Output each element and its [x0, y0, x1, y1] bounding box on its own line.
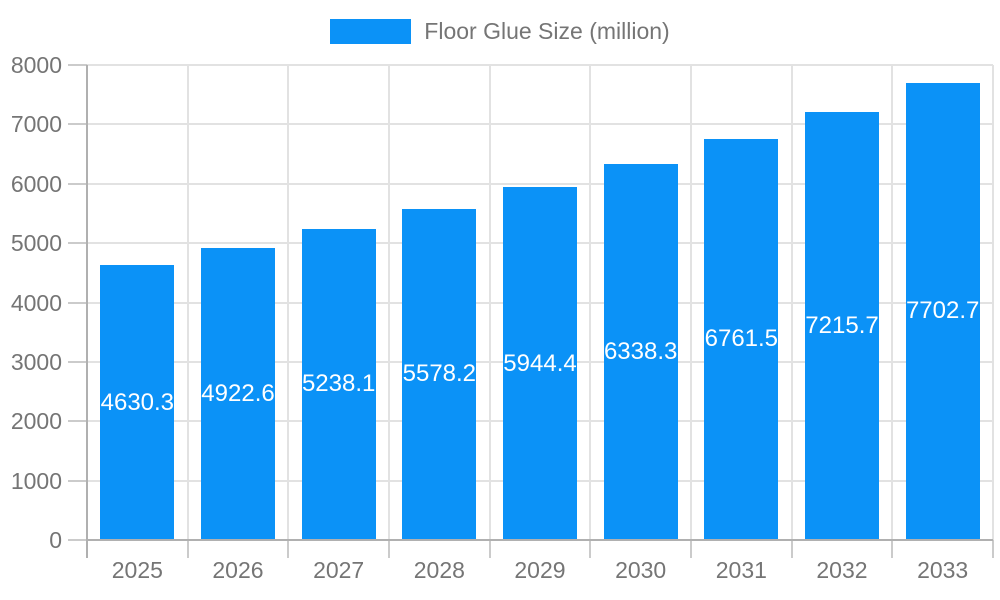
bar[interactable]	[503, 187, 577, 540]
y-tick-mark	[68, 360, 87, 363]
y-tick-label: 1000	[10, 467, 62, 494]
bar[interactable]	[805, 111, 879, 540]
bar[interactable]	[301, 228, 376, 540]
x-tick-mark	[790, 540, 793, 558]
bar-value-label: 6338.3	[603, 337, 678, 365]
legend-swatch	[330, 19, 412, 44]
bar-value-label: 5578.2	[402, 360, 477, 388]
grid-line-v	[992, 65, 994, 540]
y-tick-label: 0	[49, 527, 62, 553]
x-tick-label: 2028	[413, 557, 465, 583]
y-tick-mark	[68, 301, 87, 304]
bar[interactable]	[402, 208, 477, 540]
bar[interactable]	[704, 138, 779, 540]
grid-line-h	[87, 182, 993, 185]
y-tick-mark	[68, 64, 87, 66]
grid-line-v	[287, 65, 290, 540]
x-tick-label: 2033	[917, 557, 969, 583]
bar-value-label: 6761.5	[704, 325, 779, 353]
y-tick-label: 4000	[10, 289, 62, 316]
x-tick-label: 2026	[212, 557, 264, 583]
bar-value-label: 4630.3	[100, 388, 175, 416]
legend[interactable]: Floor Glue Size (million)	[0, 19, 1000, 44]
x-tick-mark	[690, 540, 692, 558]
grid-line-v	[589, 65, 592, 540]
x-tick-label: 2029	[514, 557, 566, 583]
x-tick-mark	[388, 540, 390, 558]
grid-line-v	[186, 65, 189, 540]
bar[interactable]	[201, 247, 275, 540]
y-tick-label: 7000	[10, 111, 62, 138]
grid-line-v	[388, 65, 390, 540]
grid-line-v	[488, 65, 491, 540]
grid-line-h	[87, 64, 993, 66]
grid-line-v	[690, 65, 692, 540]
y-tick-label: 6000	[10, 170, 62, 197]
bar-value-label: 5238.1	[301, 370, 376, 398]
x-tick-label: 2027	[313, 557, 365, 583]
y-tick-mark	[68, 420, 87, 423]
x-tick-mark	[186, 540, 189, 558]
x-tick-label: 2032	[816, 557, 868, 583]
y-tick-mark	[68, 242, 87, 245]
y-tick-mark	[68, 182, 87, 185]
y-tick-mark	[68, 539, 87, 541]
y-tick-mark	[68, 123, 87, 126]
x-tick-mark	[891, 540, 894, 558]
x-tick-label: 2031	[715, 557, 767, 583]
x-axis-line	[87, 539, 993, 541]
x-tick-mark	[287, 540, 290, 558]
x-tick-label: 2025	[111, 557, 163, 583]
bar[interactable]	[100, 265, 175, 540]
x-tick-mark	[992, 540, 994, 558]
y-axis-line	[86, 65, 88, 558]
grid-line-h	[87, 123, 993, 126]
bar-value-label: 4922.6	[201, 379, 275, 407]
y-tick-label: 5000	[10, 230, 62, 257]
legend-label: Floor Glue Size (million)	[424, 18, 670, 44]
bar-value-label: 5944.4	[503, 349, 577, 377]
y-tick-label: 3000	[10, 348, 62, 375]
bar-value-label: 7702.7	[905, 297, 980, 325]
bar-value-label: 7215.7	[805, 311, 879, 339]
x-tick-label: 2030	[615, 557, 667, 583]
x-tick-mark	[488, 540, 491, 558]
y-tick-mark	[68, 479, 87, 482]
grid-line-v	[891, 65, 894, 540]
bar[interactable]	[603, 163, 678, 540]
grid-line-v	[790, 65, 793, 540]
x-tick-mark	[589, 540, 592, 558]
bar[interactable]	[905, 82, 980, 540]
y-tick-label: 8000	[10, 52, 62, 78]
y-tick-label: 2000	[10, 408, 62, 435]
